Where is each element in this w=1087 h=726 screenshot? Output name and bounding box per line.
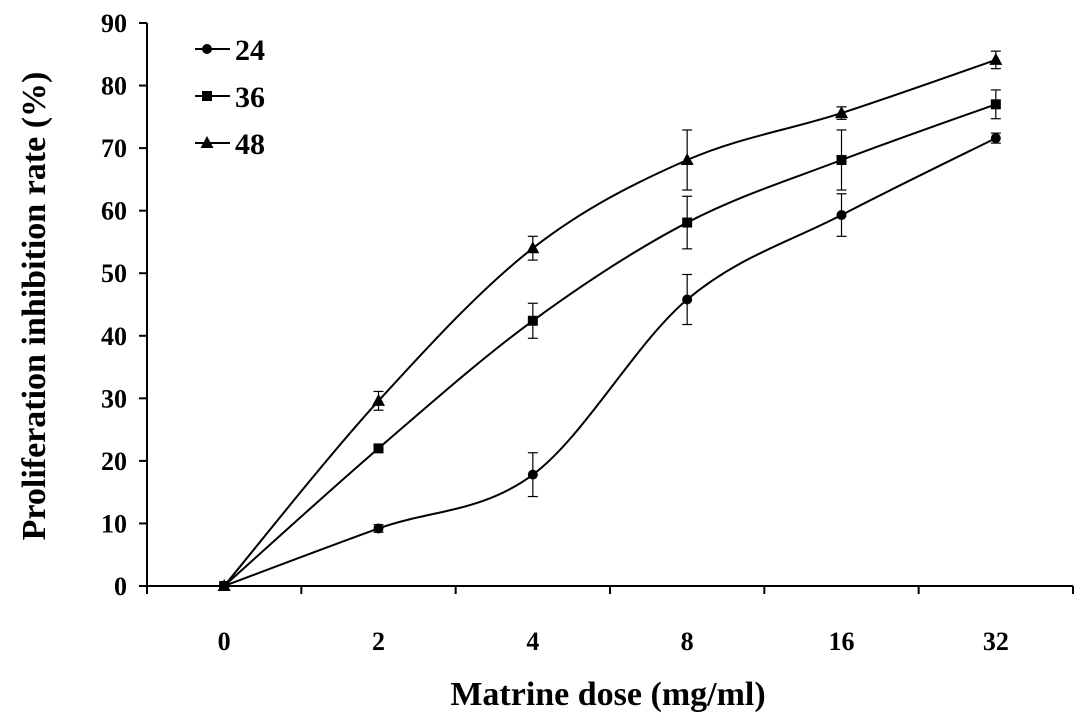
legend-marker bbox=[202, 91, 212, 101]
x-tick-label: 16 bbox=[829, 627, 855, 656]
y-tick-label: 50 bbox=[101, 259, 127, 288]
data-point bbox=[373, 523, 384, 534]
legend: 24 36 48 bbox=[195, 34, 265, 161]
x-tick-label: 8 bbox=[681, 627, 694, 656]
data-point bbox=[527, 469, 538, 480]
y-tick-label: 0 bbox=[114, 572, 127, 601]
legend-item: 48 bbox=[195, 128, 265, 161]
y-tick-label: 40 bbox=[101, 322, 127, 351]
y-tick-label: 60 bbox=[101, 197, 127, 226]
legend-label: 36 bbox=[235, 81, 265, 114]
legend-marker bbox=[202, 44, 212, 54]
data-point bbox=[835, 106, 848, 119]
x-tick-label: 32 bbox=[983, 627, 1009, 656]
legend-label: 24 bbox=[235, 34, 265, 67]
data-point bbox=[526, 241, 540, 254]
y-axis: 0 10 20 30 40 50 60 70 80 90 bbox=[101, 9, 148, 601]
y-tick-label: 70 bbox=[101, 134, 127, 163]
data-point bbox=[682, 294, 693, 305]
data-point bbox=[682, 217, 693, 228]
x-tick-label: 0 bbox=[218, 627, 231, 656]
series-24 bbox=[219, 132, 1001, 591]
x-axis-title: Matrine dose (mg/ml) bbox=[450, 676, 765, 713]
series-line bbox=[223, 103, 997, 587]
data-point bbox=[527, 315, 538, 326]
legend-item: 24 bbox=[195, 34, 265, 67]
y-axis-title: Proliferation inhibition rate (%) bbox=[16, 72, 53, 541]
data-point bbox=[217, 579, 231, 591]
data-point bbox=[373, 443, 384, 454]
legend-label: 48 bbox=[235, 128, 265, 161]
data-point bbox=[989, 52, 1003, 65]
legend-marker bbox=[200, 136, 214, 148]
x-axis: 0 2 4 8 16 32 bbox=[146, 585, 1074, 656]
data-point bbox=[836, 210, 847, 221]
series-48 bbox=[217, 50, 1003, 591]
series-line bbox=[223, 58, 997, 587]
y-tick-label: 80 bbox=[101, 72, 127, 101]
y-tick-label: 10 bbox=[101, 509, 127, 538]
data-point bbox=[990, 133, 1001, 144]
legend-item: 36 bbox=[195, 81, 265, 114]
data-point bbox=[990, 99, 1001, 110]
data-point bbox=[680, 152, 694, 165]
x-tick-label: 2 bbox=[372, 627, 385, 656]
series-lines bbox=[217, 50, 1003, 591]
y-tick-label: 30 bbox=[101, 384, 127, 413]
data-point bbox=[836, 154, 847, 165]
y-tick-label: 20 bbox=[101, 447, 127, 476]
series-line bbox=[223, 137, 997, 587]
x-tick-label: 4 bbox=[526, 627, 539, 656]
data-point bbox=[372, 393, 385, 406]
series-36 bbox=[219, 89, 1001, 591]
y-tick-label: 90 bbox=[101, 9, 127, 38]
